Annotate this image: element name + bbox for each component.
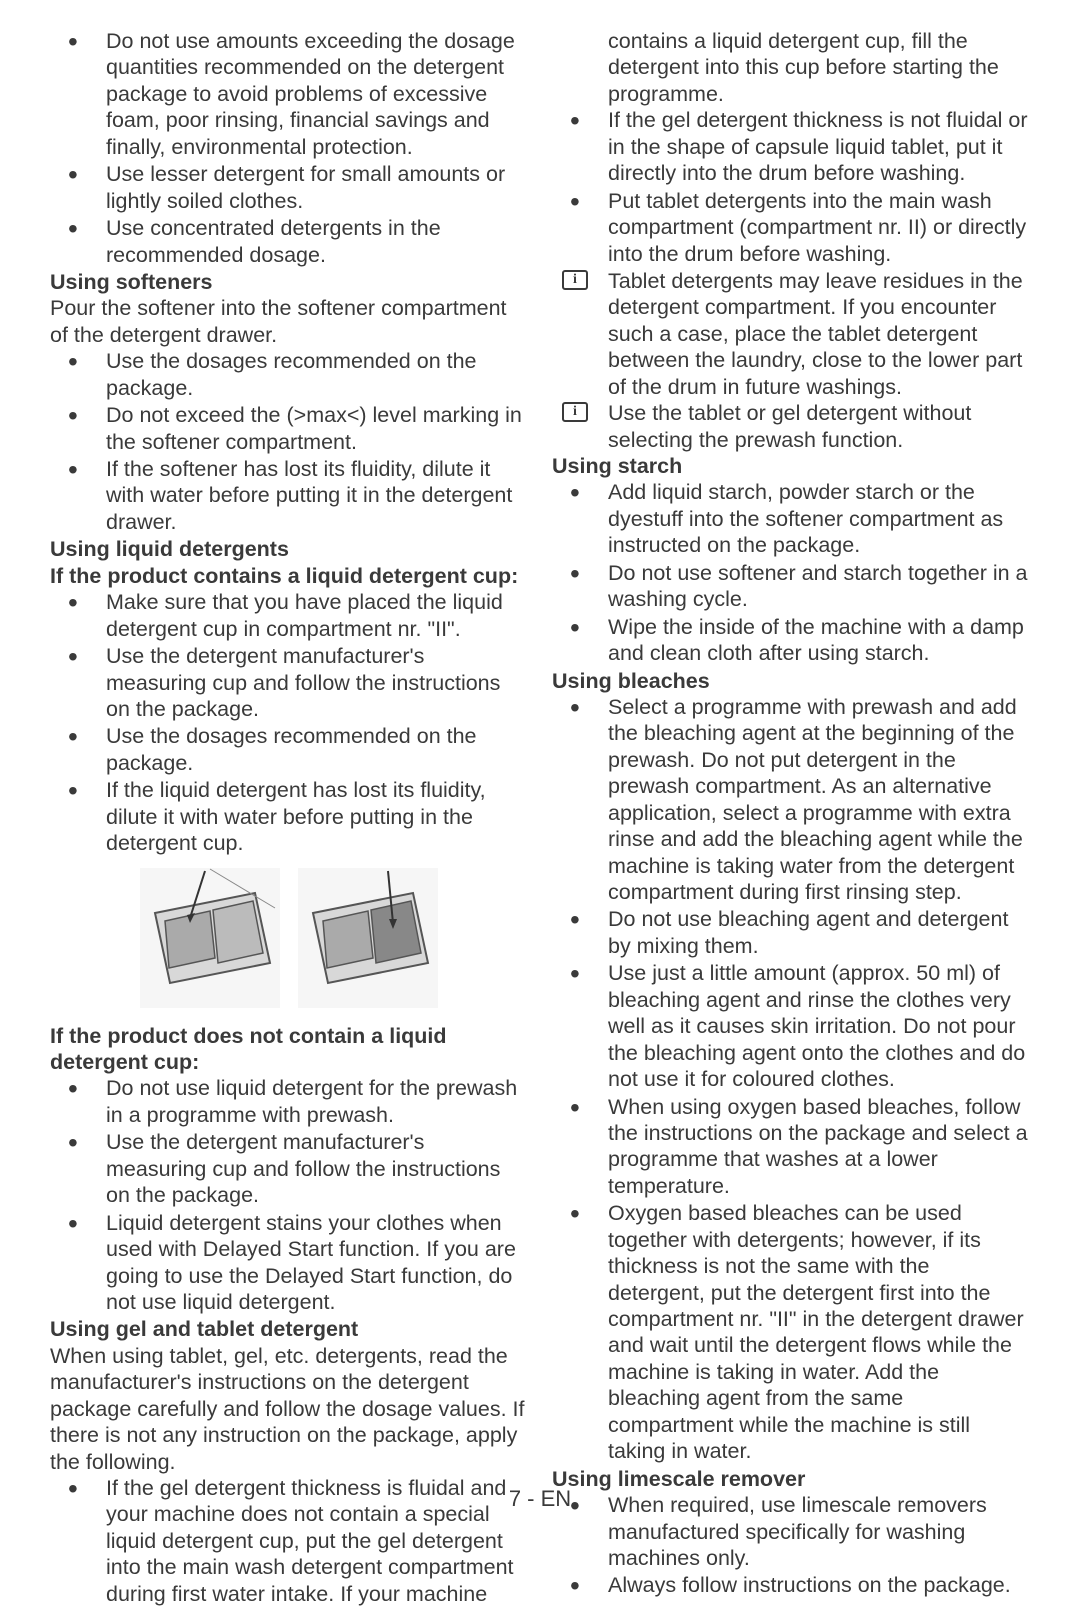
list-item: If the liquid detergent has lost its flu… [50, 777, 528, 856]
list-item: If the softener has lost its fluidity, d… [50, 456, 528, 535]
gel-intro: When using tablet, gel, etc. detergents,… [50, 1343, 528, 1475]
liquid-sub2: If the product does not contain a liquid… [50, 1023, 528, 1076]
list-item: Select a programme with prewash and add … [552, 694, 1030, 906]
bleach-list: Select a programme with prewash and add … [552, 694, 1030, 1465]
list-item: Do not use liquid detergent for the prew… [50, 1075, 528, 1128]
liquid-list-2: Do not use liquid detergent for the prew… [50, 1075, 528, 1315]
liquid-sub1: If the product contains a liquid deterge… [50, 563, 528, 589]
info-text: Use the tablet or gel detergent without … [608, 401, 971, 451]
list-item: Make sure that you have placed the liqui… [50, 589, 528, 642]
top-bullet-list: Do not use amounts exceeding the dosage … [50, 28, 528, 268]
drawer-diagram-1 [135, 863, 285, 1013]
list-item: Do not use amounts exceeding the dosage … [50, 28, 528, 160]
starch-heading: Using starch [552, 453, 1030, 479]
list-item: Do not exceed the (>max<) level marking … [50, 402, 528, 455]
left-column: Do not use amounts exceeding the dosage … [50, 28, 528, 1608]
list-item: Do not use softener and starch together … [552, 560, 1030, 613]
softeners-intro: Pour the softener into the softener comp… [50, 295, 528, 348]
gel-heading: Using gel and tablet detergent [50, 1316, 528, 1342]
page-footer: 7 - EN [0, 1486, 1080, 1512]
softeners-heading: Using softeners [50, 269, 528, 295]
list-item: Use the dosages recommended on the packa… [50, 348, 528, 401]
info-text: Tablet detergents may leave residues in … [608, 269, 1023, 399]
softeners-list: Use the dosages recommended on the packa… [50, 348, 528, 535]
right-column: contains a liquid detergent cup, fill th… [552, 28, 1030, 1608]
list-item: Use the dosages recommended on the packa… [50, 723, 528, 776]
starch-list: Add liquid starch, powder starch or the … [552, 479, 1030, 666]
continuation-text: contains a liquid detergent cup, fill th… [552, 28, 1030, 107]
list-item: Put tablet detergents into the main wash… [552, 188, 1030, 267]
liquid-heading: Using liquid detergents [50, 536, 528, 562]
liquid-list-1: Make sure that you have placed the liqui… [50, 589, 528, 856]
two-column-layout: Do not use amounts exceeding the dosage … [50, 28, 1030, 1608]
list-item: Add liquid starch, powder starch or the … [552, 479, 1030, 558]
info-icon: i [562, 270, 588, 290]
list-item: Use the detergent manufacturer's measuri… [50, 643, 528, 722]
list-item: If the gel detergent thickness is not fl… [552, 107, 1030, 186]
drawer-diagram-2 [293, 863, 443, 1013]
list-item: Use lesser detergent for small amounts o… [50, 161, 528, 214]
bleach-heading: Using bleaches [552, 668, 1030, 694]
list-item: Always follow instructions on the packag… [552, 1572, 1030, 1598]
continuation-list: If the gel detergent thickness is not fl… [552, 107, 1030, 267]
info-note-2: i Use the tablet or gel detergent withou… [552, 400, 1030, 453]
list-item: Use concentrated detergents in the recom… [50, 215, 528, 268]
list-item: Use just a little amount (approx. 50 ml)… [552, 960, 1030, 1092]
list-item: Oxygen based bleaches can be used togeth… [552, 1200, 1030, 1464]
list-item: Liquid detergent stains your clothes whe… [50, 1210, 528, 1316]
detergent-drawer-illustration [50, 863, 528, 1013]
list-item: Do not use bleaching agent and detergent… [552, 906, 1030, 959]
list-item: When using oxygen based bleaches, follow… [552, 1094, 1030, 1200]
list-item: Use the detergent manufacturer's measuri… [50, 1129, 528, 1208]
info-note-1: i Tablet detergents may leave residues i… [552, 268, 1030, 400]
list-item: Wipe the inside of the machine with a da… [552, 614, 1030, 667]
info-icon: i [562, 402, 588, 422]
